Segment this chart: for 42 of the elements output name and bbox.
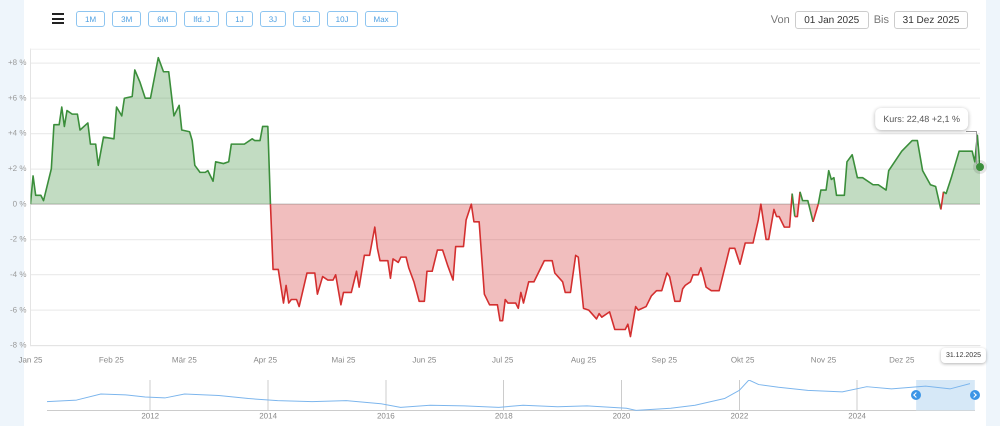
text: 1J [226, 11, 253, 27]
x-tick-label: 2014 [259, 411, 278, 420]
y-tick-label: +2 % [8, 164, 26, 174]
annotation: Kurs: 22,48 +2,1 % [875, 108, 968, 130]
x-tick-label: Jul 25 [492, 355, 514, 364]
x-tick-label: 2012 [141, 411, 160, 420]
x-tick-label: 2020 [612, 411, 631, 420]
x-tick-label: 2024 [848, 411, 867, 420]
text: Von [770, 14, 790, 26]
text: 6M [148, 11, 178, 27]
text: 3J [260, 11, 286, 27]
text: 10J [326, 11, 358, 27]
x-tick-label: Mär 25 [172, 355, 198, 364]
x-tick-label: Aug 25 [570, 355, 597, 364]
y-tick-label: -8 % [10, 340, 26, 350]
y-tick-label: -2 % [10, 234, 26, 244]
x-tick-label: Jun 25 [412, 355, 437, 364]
x-tick-label: 2016 [376, 411, 396, 420]
x-tick-label: Jan 25 [18, 355, 44, 364]
text: 31 Dez 2025 [894, 11, 968, 29]
x-tick-label: Dez 25 [889, 355, 915, 364]
x-tick-label: Mai 25 [331, 355, 356, 364]
text: lfd. J [184, 11, 220, 27]
text: 1M [76, 11, 106, 27]
y-tick-label: -6 % [10, 305, 26, 314]
text: 01 Jan 2025 [794, 11, 869, 29]
text: 3M [112, 11, 142, 27]
x-tick-label: 2018 [494, 411, 514, 420]
x-tick-label: 2022 [730, 411, 749, 420]
y-tick-label: 0 % [12, 199, 26, 208]
y-tick-label: -4 % [10, 270, 26, 279]
text: Max [364, 11, 398, 27]
x-tick-label: Sep 25 [652, 355, 678, 364]
x-tick-label: Okt 25 [730, 355, 755, 364]
text: 5J [293, 11, 320, 27]
y-tick-label: +6 % [8, 93, 26, 102]
x-tick-label: Apr 25 [253, 355, 278, 364]
y-tick-label: +8 % [8, 58, 26, 68]
x-tick-label: Feb 25 [98, 355, 124, 364]
x-tick-label: Nov 25 [810, 355, 837, 364]
y-tick-label: +4 % [8, 128, 26, 138]
text: Bis [874, 14, 889, 26]
